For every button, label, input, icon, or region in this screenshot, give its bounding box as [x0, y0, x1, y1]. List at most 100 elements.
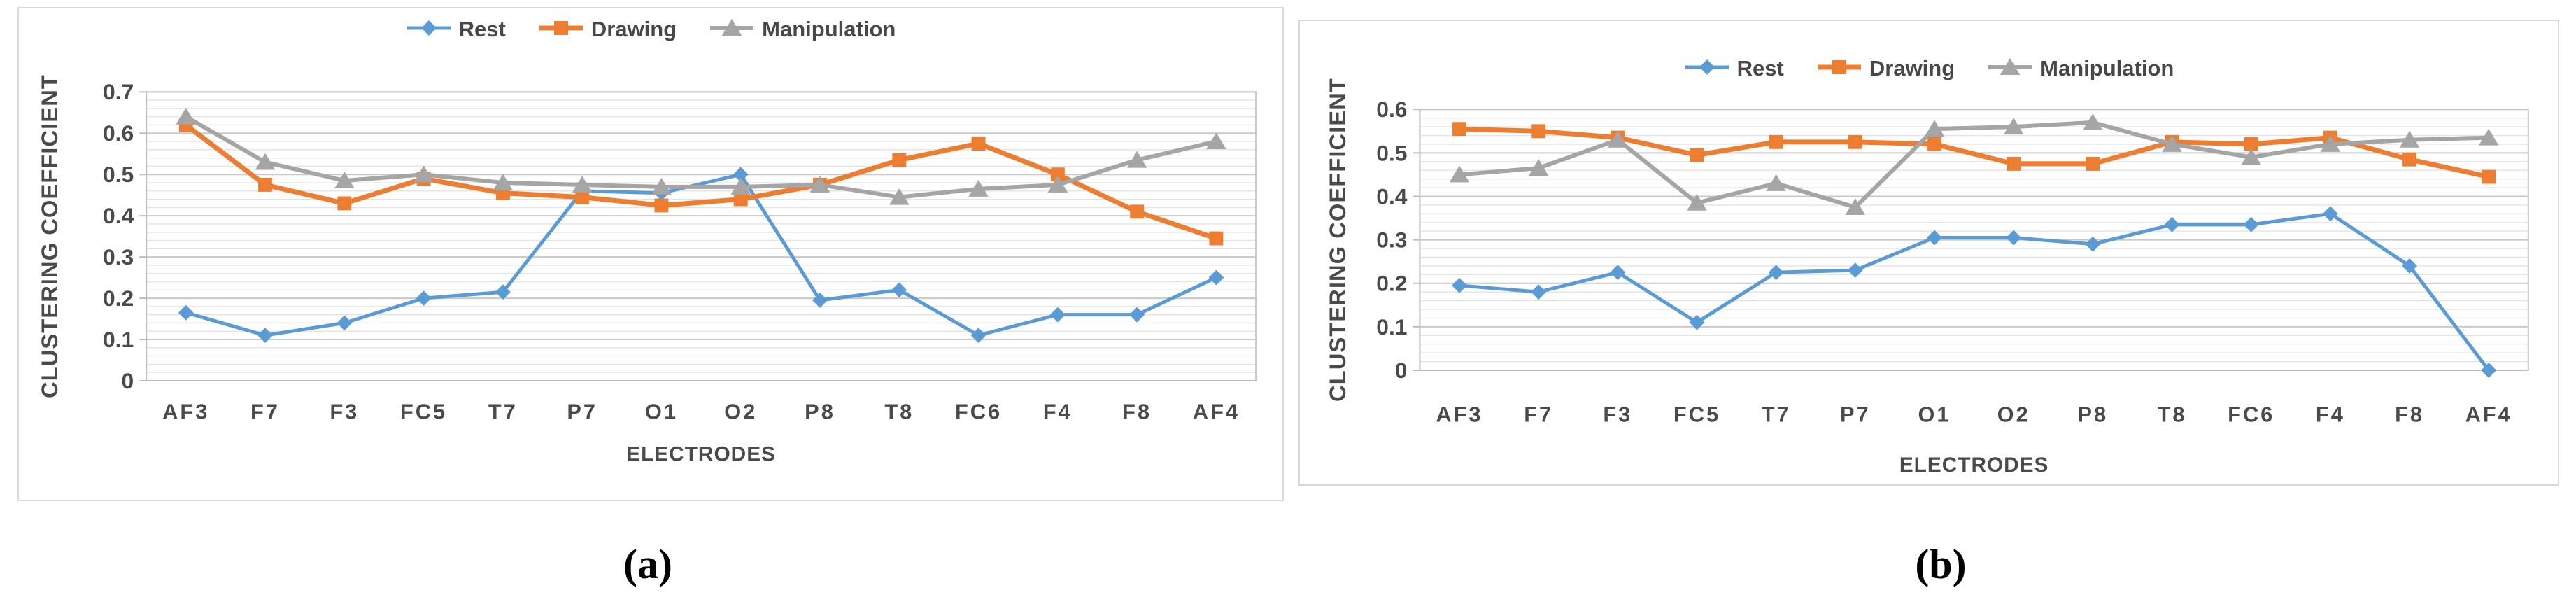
svg-text:0.7: 0.7: [103, 79, 134, 104]
legend-label-manipulation: Manipulation: [2040, 56, 2174, 80]
diamond-marker: [416, 290, 432, 307]
svg-text:T8: T8: [2158, 402, 2187, 427]
svg-text:AF3: AF3: [162, 400, 209, 424]
triangle-marker: [334, 172, 355, 189]
y-axis-title: CLUSTERING COEFFICIENT: [36, 74, 62, 398]
series-line-rest: [184, 172, 1218, 337]
triangle-marker: [1528, 159, 1549, 176]
plot-area-b: 0 0.1 0.2 0.3 0.4 0.5 0.6 AF3 F7 F3 FC5 T7 P7 O1 O2 P8 T…: [1324, 78, 2529, 477]
triangle-marker: [1047, 176, 1068, 192]
triangle-marker: [2320, 135, 2341, 152]
series-line-rest: [1457, 211, 2491, 372]
triangle-marker: [1845, 198, 1866, 216]
drawing-line-square-icon: [1816, 57, 1862, 81]
square-marker: [1690, 148, 1704, 162]
triangle-marker: [493, 174, 514, 190]
legend-item-rest: Rest: [406, 17, 506, 42]
triangle-marker: [730, 177, 751, 195]
svg-text:FC6: FC6: [955, 400, 1002, 424]
svg-text:P7: P7: [567, 400, 597, 424]
chart-panel-a: 0 0.1 0.2 0.3 0.4 0.5 0.6 0.7 AF3 F7 F3 FC5 T7 P7 O1 O2…: [17, 7, 1284, 501]
caption-a: (a): [623, 541, 672, 587]
triangle-marker: [809, 176, 830, 192]
series-rest: [178, 167, 1224, 344]
svg-text:0.3: 0.3: [103, 244, 134, 270]
diamond-marker: [1689, 314, 1705, 330]
diamond-marker: [1768, 265, 1784, 281]
svg-text:O1: O1: [1918, 402, 1951, 427]
legend-item-rest: Rest: [1684, 56, 1784, 81]
diamond-marker: [812, 293, 828, 308]
square-marker: [1130, 204, 1145, 219]
svg-text:FC6: FC6: [2228, 402, 2274, 427]
triangle-marker: [1206, 132, 1226, 150]
square-marker: [258, 178, 272, 192]
square-marker: [1050, 167, 1065, 182]
legend-item-drawing: Drawing: [1816, 56, 1955, 81]
triangle-marker: [2241, 148, 2261, 165]
diamond-marker: [337, 315, 353, 331]
diamond-marker: [891, 282, 907, 298]
square-marker: [2244, 136, 2258, 151]
square-marker: [1452, 122, 1466, 136]
svg-text:P8: P8: [805, 400, 835, 424]
caption-b: (b): [1915, 541, 1967, 587]
svg-text:P8: P8: [2078, 402, 2109, 427]
svg-text:0.1: 0.1: [1376, 314, 1407, 340]
plot-area-a: 0 0.1 0.2 0.3 0.4 0.5 0.6 0.7 AF3 F7 F3 FC5 T7 P7 O1 O2…: [36, 74, 1257, 465]
triangle-marker: [2003, 118, 2024, 135]
series-line-drawing: [183, 122, 1219, 241]
triangle-marker: [1766, 174, 1786, 191]
triangle-marker: [651, 177, 672, 195]
square-marker: [892, 153, 907, 167]
svg-text:0.4: 0.4: [1376, 183, 1408, 209]
svg-text:T7: T7: [488, 400, 518, 424]
square-marker: [2086, 156, 2100, 171]
legend-item-drawing: Drawing: [538, 17, 677, 42]
triangle-marker: [889, 188, 910, 205]
legend-key-icon: [539, 20, 583, 35]
triangle-marker: [1608, 130, 1628, 148]
svg-text:FC5: FC5: [400, 400, 447, 424]
diamond-marker: [1452, 277, 1467, 293]
svg-text:O2: O2: [1997, 402, 2030, 427]
svg-text:AF3: AF3: [1436, 402, 1482, 427]
svg-text:AF4: AF4: [2465, 402, 2512, 427]
diamond-marker: [1129, 307, 1145, 323]
series-manipulation: [1449, 113, 2499, 216]
triangle-marker: [255, 153, 276, 170]
x-axis-title: ELECTRODES: [1899, 454, 2049, 477]
svg-text:FC5: FC5: [1673, 402, 1720, 427]
diamond-marker: [1927, 230, 1942, 246]
square-marker: [2007, 156, 2021, 171]
series-line-manipulation: [1457, 120, 2491, 209]
series-line-drawing: [1457, 126, 2491, 180]
square-marker: [971, 136, 986, 150]
legend-label-rest: Rest: [1736, 56, 1784, 80]
square-marker: [337, 196, 352, 211]
diamond-marker: [257, 328, 273, 344]
svg-text:F8: F8: [1122, 400, 1152, 424]
diamond-marker: [733, 167, 749, 183]
svg-text:O2: O2: [724, 400, 757, 424]
diamond-marker: [495, 284, 511, 300]
diamond-marker: [2243, 216, 2259, 232]
square-marker: [2482, 169, 2496, 184]
triangle-marker: [2083, 113, 2103, 130]
series-rest: [1452, 206, 2497, 378]
diamond-marker: [1049, 307, 1066, 323]
triangle-marker: [2399, 130, 2420, 148]
svg-text:F7: F7: [1524, 402, 1553, 427]
y-axis-title: CLUSTERING COEFFICIENT: [1324, 78, 1350, 402]
svg-text:0.3: 0.3: [1376, 227, 1407, 253]
svg-text:0.2: 0.2: [1376, 271, 1407, 296]
svg-text:0.6: 0.6: [103, 120, 134, 146]
svg-text:T7: T7: [1762, 402, 1791, 427]
square-marker: [1848, 134, 1862, 149]
square-marker: [733, 192, 748, 206]
diamond-marker: [1531, 284, 1547, 300]
x-axis-category-labels: AF3 F7 F3 FC5 T7 P7 O1 O2 P8 T8 FC6 F4 F8 AF4: [162, 400, 1238, 424]
legend-label-manipulation: Manipulation: [762, 17, 896, 41]
legend-key-icon: [1988, 57, 2032, 75]
